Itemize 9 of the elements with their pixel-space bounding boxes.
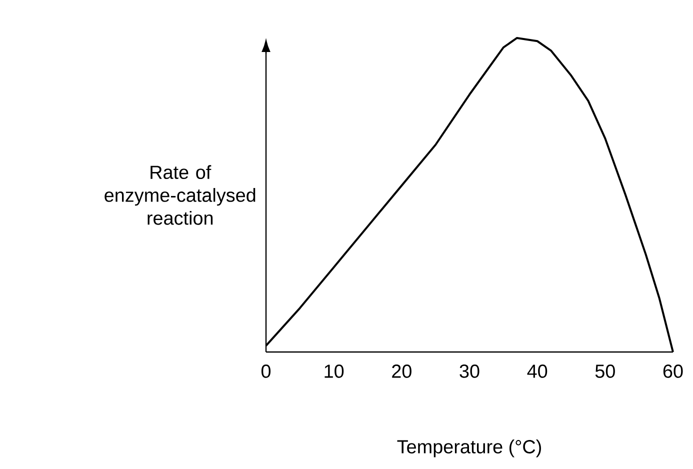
x-tick-label: 50: [595, 364, 615, 378]
x-tick-label: 20: [392, 364, 412, 378]
x-tick-label: 60: [663, 364, 683, 378]
x-tick-label: 0: [261, 364, 271, 378]
y-axis-title: Rate of enzyme-catalysed reaction: [104, 165, 256, 225]
x-tick-label: 10: [324, 364, 344, 378]
x-tick-label: 40: [527, 364, 548, 378]
x-tick-label: 30: [460, 364, 480, 378]
x-axis-title: Temperature (°C): [397, 440, 541, 458]
